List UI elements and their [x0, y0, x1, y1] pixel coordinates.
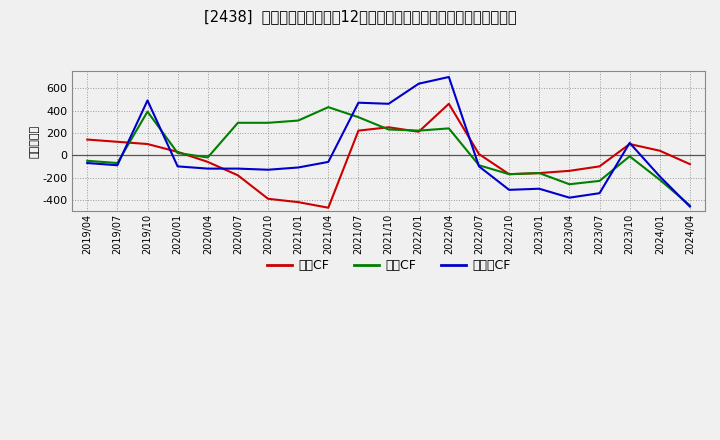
営業CF [264, 196, 272, 202]
フリーCF [324, 159, 333, 165]
営業CF [384, 125, 393, 130]
投資CF [204, 155, 212, 160]
営業CF [595, 164, 604, 169]
フリーCF [83, 161, 91, 166]
Y-axis label: （百万円）: （百万円） [30, 125, 40, 158]
営業CF [174, 149, 182, 154]
フリーCF [595, 191, 604, 196]
フリーCF [415, 81, 423, 86]
フリーCF [354, 100, 363, 105]
営業CF [415, 129, 423, 134]
フリーCF [294, 165, 302, 170]
投資CF [143, 109, 152, 114]
投資CF [294, 118, 302, 123]
Line: 投資CF: 投資CF [87, 107, 690, 205]
投資CF [626, 154, 634, 159]
営業CF [565, 168, 574, 173]
営業CF [655, 148, 664, 154]
フリーCF [565, 195, 574, 200]
フリーCF [535, 186, 544, 191]
フリーCF [143, 98, 152, 103]
投資CF [384, 127, 393, 132]
投資CF [174, 150, 182, 156]
フリーCF [685, 204, 694, 209]
Line: フリーCF: フリーCF [87, 77, 690, 207]
営業CF [233, 172, 242, 178]
投資CF [354, 114, 363, 120]
投資CF [83, 158, 91, 163]
営業CF [474, 151, 483, 157]
フリーCF [655, 174, 664, 179]
営業CF [143, 141, 152, 147]
営業CF [444, 101, 453, 106]
営業CF [626, 141, 634, 147]
投資CF [505, 172, 513, 177]
投資CF [233, 120, 242, 125]
投資CF [474, 163, 483, 168]
営業CF [83, 137, 91, 142]
投資CF [415, 128, 423, 133]
投資CF [655, 177, 664, 183]
フリーCF [233, 166, 242, 171]
営業CF [685, 161, 694, 167]
フリーCF [264, 167, 272, 172]
Line: 営業CF: 営業CF [87, 104, 690, 208]
営業CF [204, 159, 212, 165]
営業CF [324, 205, 333, 210]
フリーCF [505, 187, 513, 192]
投資CF [595, 178, 604, 183]
フリーCF [444, 74, 453, 80]
フリーCF [384, 101, 393, 106]
フリーCF [474, 164, 483, 169]
Text: [2438]  キャッシュフローの12か月移動合計の対前年同期増減額の推移: [2438] キャッシュフローの12か月移動合計の対前年同期増減額の推移 [204, 9, 516, 24]
営業CF [294, 199, 302, 205]
投資CF [324, 105, 333, 110]
投資CF [113, 161, 122, 166]
投資CF [685, 203, 694, 208]
フリーCF [204, 166, 212, 171]
フリーCF [626, 140, 634, 146]
営業CF [354, 128, 363, 133]
営業CF [113, 139, 122, 144]
営業CF [535, 170, 544, 176]
営業CF [505, 172, 513, 177]
投資CF [444, 126, 453, 131]
フリーCF [174, 164, 182, 169]
Legend: 営業CF, 投資CF, フリーCF: 営業CF, 投資CF, フリーCF [261, 254, 516, 278]
投資CF [264, 120, 272, 125]
投資CF [535, 170, 544, 176]
投資CF [565, 182, 574, 187]
フリーCF [113, 163, 122, 168]
